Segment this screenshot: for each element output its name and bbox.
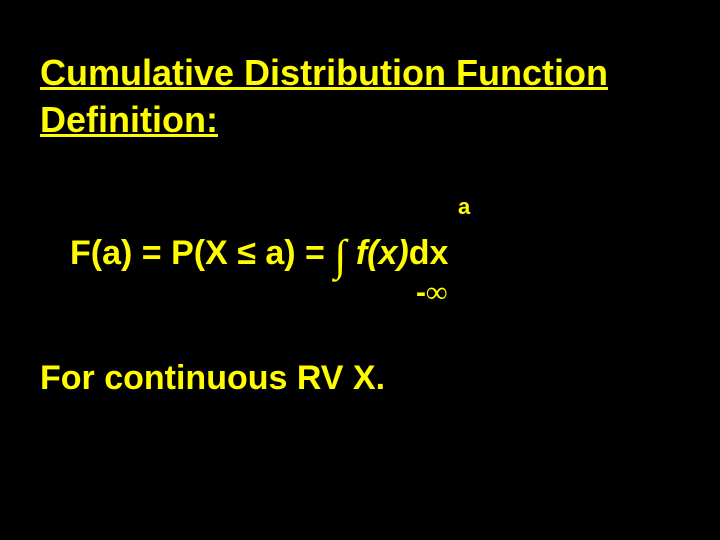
slide-title: Cumulative Distribution Function Definit… <box>40 50 680 144</box>
le-symbol: ≤ <box>237 234 256 272</box>
lower-limit-infinity: ∞ <box>426 276 447 309</box>
formula-main: F(a) = P(X ≤ a) = ∫ f(x)dx <box>70 224 448 275</box>
integral-symbol: ∫ <box>334 231 346 280</box>
formula-lhs: F(a) = P(X <box>70 234 237 272</box>
formula-container: a F(a) = P(X ≤ a) = ∫ f(x)dx -∞ <box>70 194 680 314</box>
formula-dx: dx <box>409 234 449 272</box>
integral-lower-limit: -∞ <box>416 276 447 310</box>
lower-limit-minus: - <box>416 276 426 309</box>
formula-mid: a) = <box>256 234 334 272</box>
integral-upper-limit: a <box>458 194 470 220</box>
continuous-text: For continuous RV X. <box>40 359 680 398</box>
formula-fx: f(x) <box>356 234 409 272</box>
formula-space <box>346 234 355 272</box>
